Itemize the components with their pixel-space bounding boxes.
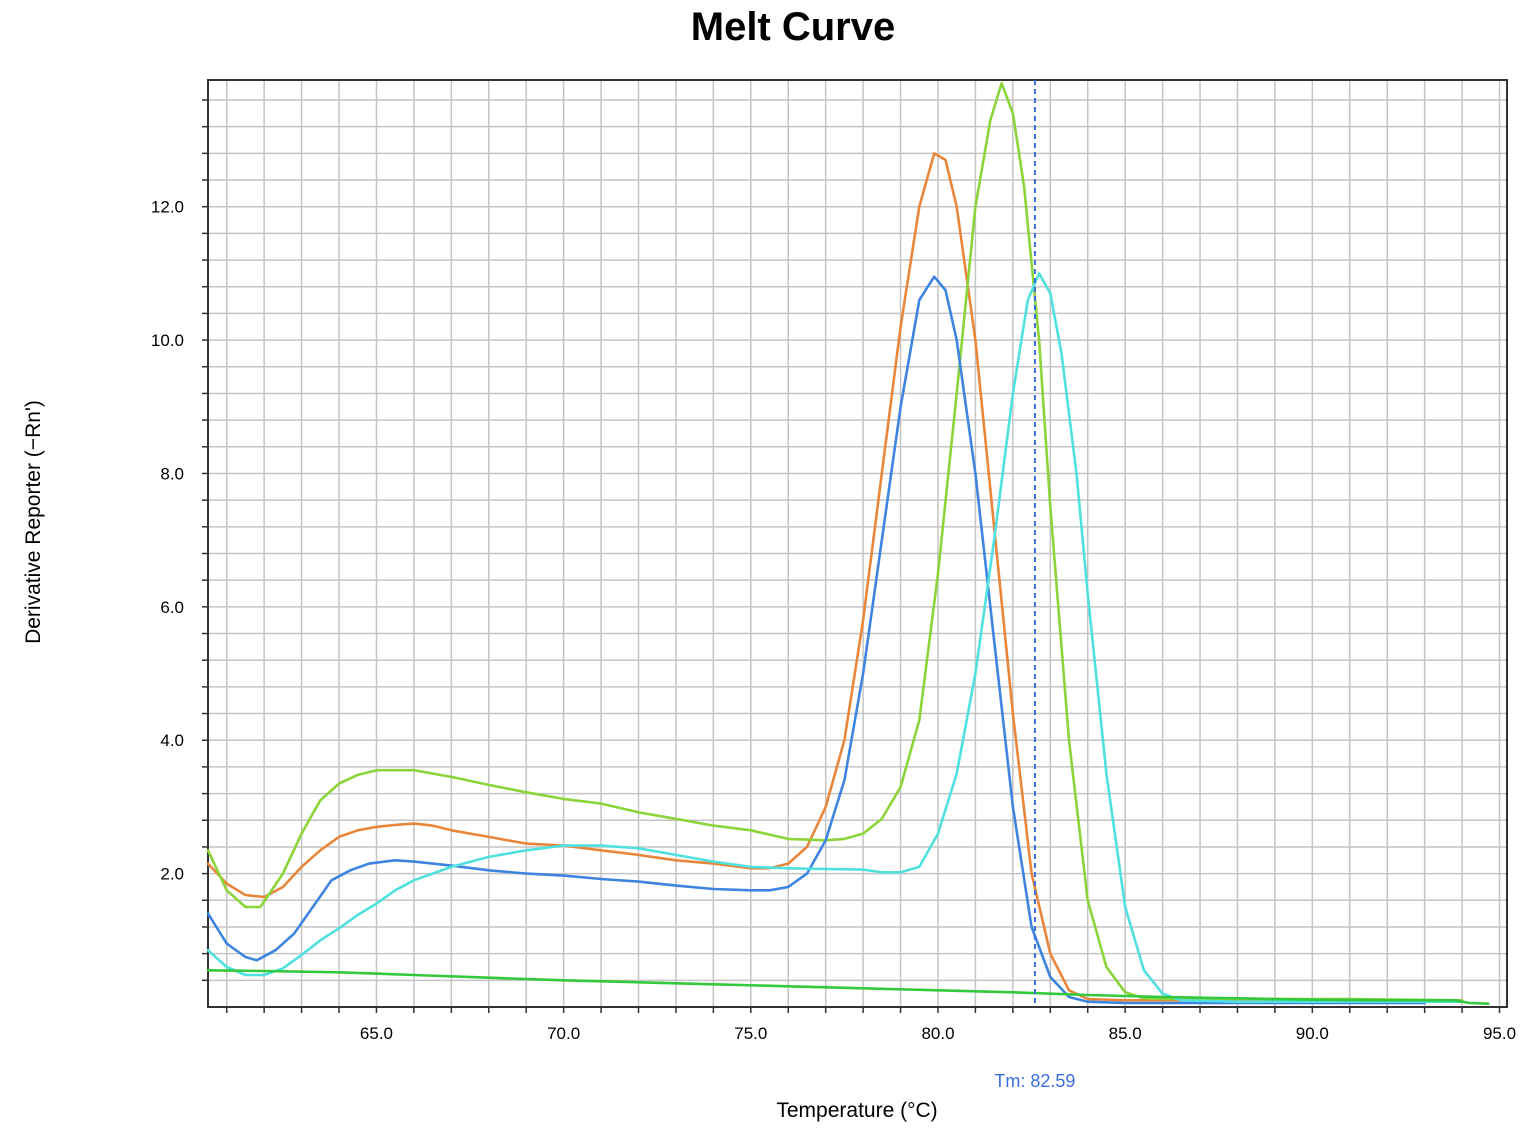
series-line-3 — [206, 275, 1426, 1005]
y-tick-label: 6.0 — [160, 598, 184, 617]
chart-title: Melt Curve — [691, 5, 896, 49]
y-tick-label: 12.0 — [151, 198, 184, 217]
x-tick-label: 90.0 — [1296, 1024, 1329, 1043]
x-tick-label: 70.0 — [547, 1024, 580, 1043]
y-axis-label: Derivative Reporter (−Rn') — [22, 400, 45, 644]
y-tick-label: 8.0 — [160, 464, 184, 483]
series-line-5 — [206, 969, 1490, 1005]
plot-frame — [207, 79, 1508, 1008]
x-tick-label: 95.0 — [1483, 1024, 1516, 1043]
tm-marker-label: Tm: 82.59 — [994, 1071, 1075, 1091]
series-line-4 — [206, 272, 1464, 1003]
y-tick-label: 10.0 — [151, 331, 184, 350]
x-tick-label: 65.0 — [360, 1024, 393, 1043]
y-tick-label: 4.0 — [160, 731, 184, 750]
x-tick-label: 80.0 — [921, 1024, 954, 1043]
x-axis-label: Temperature (°C) — [776, 1099, 937, 1122]
data-series — [206, 82, 1490, 1005]
x-tick-label: 75.0 — [734, 1024, 767, 1043]
grid — [208, 80, 1507, 1007]
series-line-2 — [206, 82, 1464, 1002]
x-tick-label: 85.0 — [1109, 1024, 1142, 1043]
axis-ticks: 65.0 70.0 75.0 80.0 85.0 90.0 95.0 2.0 4.0 6.0 8.0… — [151, 99, 1516, 1043]
y-tick-label: 2.0 — [160, 865, 184, 884]
tm-marker: Tm: 82.59 — [994, 80, 1075, 1091]
